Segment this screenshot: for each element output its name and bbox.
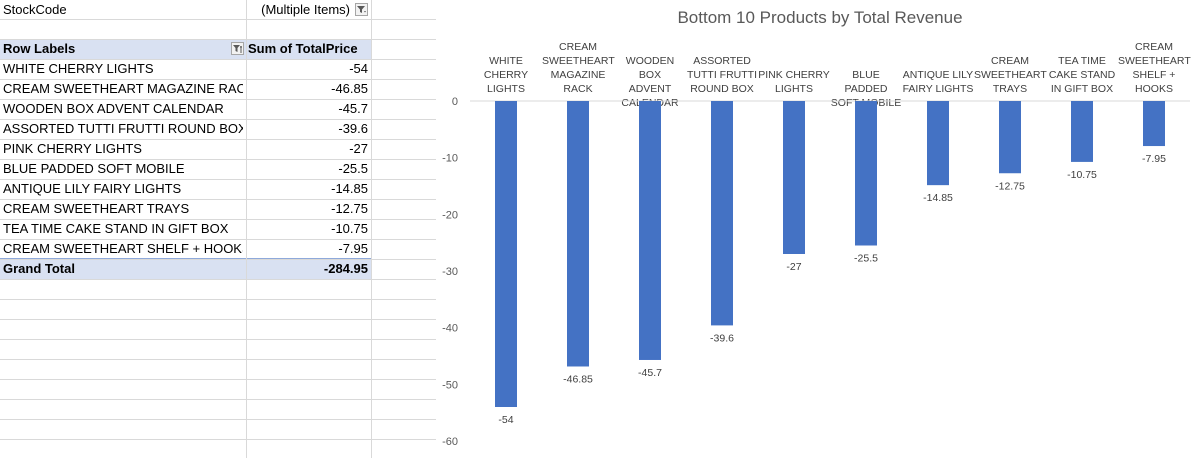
pivot-row-label[interactable]: BLUE PADDED SOFT MOBILE bbox=[3, 161, 185, 176]
pivot-total-band bbox=[0, 259, 371, 279]
column-gridline bbox=[371, 0, 372, 458]
row-gridline bbox=[0, 99, 436, 100]
pivot-row-value[interactable]: -10.75 bbox=[331, 221, 368, 236]
row-gridline bbox=[0, 359, 436, 360]
data-label: -7.95 bbox=[1142, 153, 1166, 165]
row-gridline bbox=[0, 379, 436, 380]
row-gridline bbox=[0, 59, 436, 60]
y-tick-label: -60 bbox=[442, 436, 458, 448]
filter-funnel-icon bbox=[233, 45, 242, 53]
pivot-row-label[interactable]: WOODEN BOX ADVENT CALENDAR bbox=[3, 101, 224, 116]
bar[interactable] bbox=[711, 101, 733, 326]
filter-funnel-icon bbox=[357, 6, 366, 13]
data-label: -12.75 bbox=[995, 180, 1025, 192]
pivot-row-label[interactable]: CREAM SWEETHEART MAGAZINE RACK bbox=[3, 81, 243, 96]
row-gridline bbox=[0, 119, 436, 120]
bar[interactable] bbox=[495, 101, 517, 407]
pivot-row-value[interactable]: -12.75 bbox=[331, 201, 368, 216]
pivot-header-band bbox=[0, 39, 371, 59]
filter-field-label: StockCode bbox=[3, 2, 67, 17]
pivot-row-value[interactable]: -7.95 bbox=[338, 241, 368, 256]
pivot-row-value[interactable]: -14.85 bbox=[331, 181, 368, 196]
pivot-row-value[interactable]: -46.85 bbox=[331, 81, 368, 96]
grand-total-value: -284.95 bbox=[323, 261, 368, 276]
pivot-row-value[interactable]: -45.7 bbox=[338, 101, 368, 116]
pivot-row-label[interactable]: PINK CHERRY LIGHTS bbox=[3, 141, 142, 156]
data-label: -27 bbox=[786, 261, 801, 273]
pivot-row-value[interactable]: -54 bbox=[349, 61, 368, 76]
bar[interactable] bbox=[927, 101, 949, 186]
plot-area: 0 -10 -20 -30 -40 -50 -60 -54 -46.85 -45.7 -39.6 -2… bbox=[442, 96, 1190, 448]
row-gridline bbox=[0, 199, 436, 200]
y-tick-label: -40 bbox=[442, 323, 458, 335]
bar[interactable] bbox=[855, 101, 877, 246]
row-gridline bbox=[0, 299, 436, 300]
filter-dropdown-button[interactable] bbox=[355, 3, 368, 16]
bar-chart[interactable]: Bottom 10 Products by Total Revenue WHIT… bbox=[436, 0, 1204, 458]
pivot-row-label[interactable]: CREAM SWEETHEART TRAYS bbox=[3, 201, 190, 216]
row-gridline bbox=[0, 139, 436, 140]
grand-total-label: Grand Total bbox=[3, 261, 75, 276]
pivot-row-value[interactable]: -27 bbox=[349, 141, 368, 156]
bar[interactable] bbox=[1143, 101, 1165, 147]
data-label: -25.5 bbox=[854, 253, 878, 265]
filter-value[interactable]: (Multiple Items) bbox=[261, 2, 350, 17]
data-label: -10.75 bbox=[1067, 169, 1097, 181]
row-gridline bbox=[0, 179, 436, 180]
pivot-row-value[interactable]: -25.5 bbox=[338, 161, 368, 176]
column-gridline bbox=[246, 0, 247, 458]
data-label: -14.85 bbox=[923, 192, 953, 204]
y-tick-label: -20 bbox=[442, 209, 458, 221]
row-gridline bbox=[0, 419, 436, 420]
category-label: ASSORTED TUTTI FRUTTI ROUND BOX bbox=[687, 55, 757, 95]
row-gridline bbox=[0, 79, 436, 80]
category-label: CREAM SWEETHEART TRAYS bbox=[974, 55, 1047, 95]
row-gridline bbox=[0, 239, 436, 240]
pivot-row-label[interactable]: ANTIQUE LILY FAIRY LIGHTS bbox=[3, 181, 182, 196]
category-label: CREAM SWEETHEART SHELF + HOOKS bbox=[1118, 41, 1191, 95]
category-label: TEA TIME CAKE STAND IN GIFT BOX bbox=[1048, 55, 1116, 95]
category-label: BLUE PADDED SOFT MOBILE bbox=[830, 69, 902, 109]
row-gridline bbox=[0, 259, 436, 260]
pivot-row-value[interactable]: -39.6 bbox=[338, 121, 368, 136]
bar[interactable] bbox=[567, 101, 589, 367]
data-label: -39.6 bbox=[710, 332, 734, 344]
bar[interactable] bbox=[783, 101, 805, 254]
pivot-row-label[interactable]: CREAM SWEETHEART SHELF + HOOKS bbox=[3, 241, 243, 256]
bar[interactable] bbox=[999, 101, 1021, 174]
row-gridline bbox=[0, 19, 436, 20]
sum-header: Sum of TotalPrice bbox=[248, 41, 358, 56]
row-labels-header: Row Labels bbox=[3, 41, 76, 56]
data-label: -45.7 bbox=[638, 367, 662, 379]
pivot-row-label[interactable]: WHITE CHERRY LIGHTS bbox=[3, 61, 154, 76]
data-label: -46.85 bbox=[563, 373, 593, 385]
category-label: ANTIQUE LILY FAIRY LIGHTS bbox=[902, 69, 974, 95]
pivot-total-border bbox=[0, 258, 371, 259]
category-label: CREAM SWEETHEART MAGAZINE RACK bbox=[542, 41, 615, 95]
row-gridline bbox=[0, 219, 436, 220]
row-gridline bbox=[0, 159, 436, 160]
row-gridline bbox=[0, 339, 436, 340]
row-gridline bbox=[0, 439, 436, 440]
category-label: PINK CHERRY LIGHTS bbox=[758, 69, 830, 95]
row-gridline bbox=[0, 39, 436, 40]
row-labels-filter-button[interactable] bbox=[231, 42, 244, 55]
pivot-row-label[interactable]: ASSORTED TUTTI FRUTTI ROUND BOX bbox=[3, 121, 243, 136]
spreadsheet-grid[interactable]: StockCode (Multiple Items) Row Labels Su… bbox=[0, 0, 440, 458]
y-tick-label: 0 bbox=[452, 96, 458, 108]
pivot-row-label[interactable]: TEA TIME CAKE STAND IN GIFT BOX bbox=[3, 221, 229, 236]
category-label: WHITE CHERRY LIGHTS bbox=[483, 55, 529, 95]
y-tick-label: -50 bbox=[442, 379, 458, 391]
y-tick-label: -10 bbox=[442, 153, 458, 165]
bar[interactable] bbox=[1071, 101, 1093, 162]
chart-title: Bottom 10 Products by Total Revenue bbox=[677, 8, 963, 27]
row-gridline bbox=[0, 319, 436, 320]
y-tick-label: -30 bbox=[442, 266, 458, 278]
row-gridline bbox=[0, 279, 436, 280]
bar[interactable] bbox=[639, 101, 661, 360]
data-label: -54 bbox=[498, 414, 513, 426]
row-gridline bbox=[0, 399, 436, 400]
